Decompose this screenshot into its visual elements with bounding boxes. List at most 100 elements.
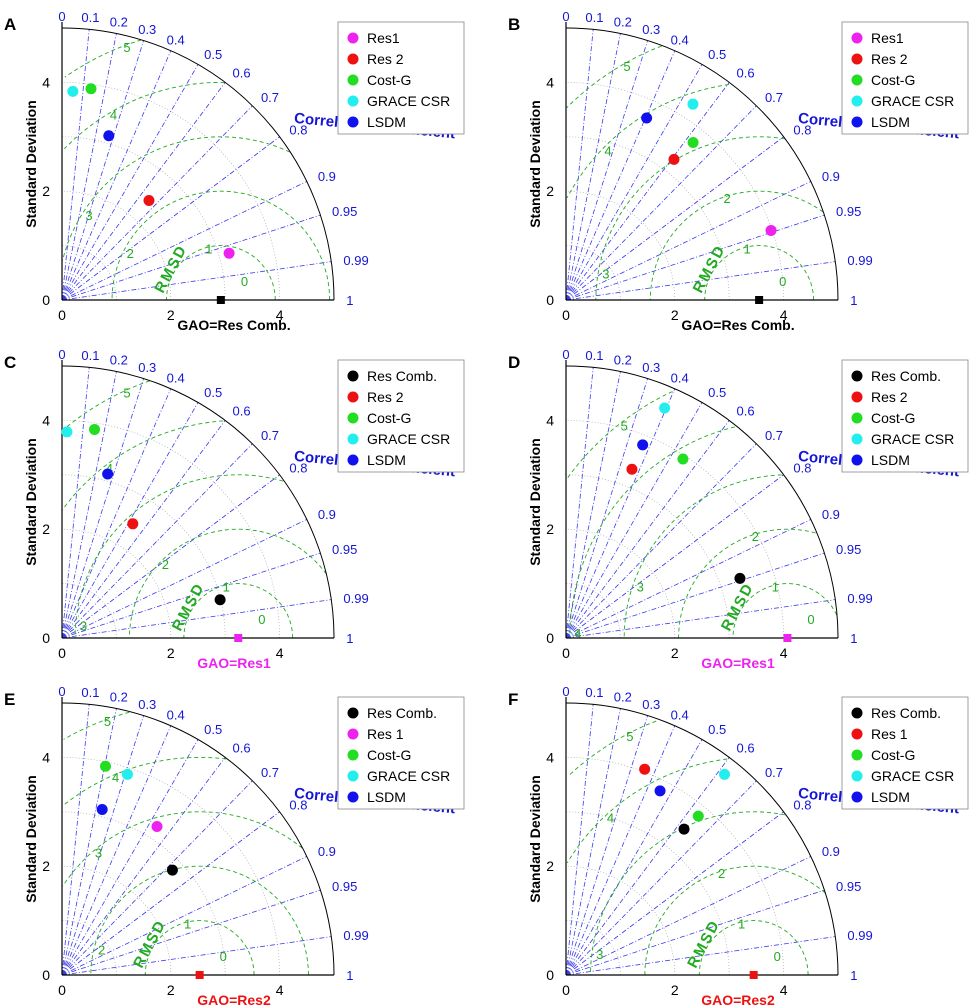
rmsd-zero-label: 0 [807,612,814,627]
rmsd-contour [590,811,785,975]
corr-tick-label: 0.2 [110,15,128,30]
y-tick-label: 2 [42,183,50,199]
legend-marker [851,433,863,445]
legend-label: LSDM [871,452,910,468]
y-tick-label: 0 [42,630,50,646]
corr-tick-label: 0.9 [318,169,336,184]
corr-tick-label: 0.1 [81,10,99,25]
rmsd-contour-label: 3 [95,846,102,861]
corr-grid-line [565,420,730,639]
data-point-3 [67,85,79,97]
corr-tick-label: 0.1 [585,10,603,25]
corr-tick-label: 0.3 [642,360,660,375]
legend-label: Cost-G [367,410,411,426]
legend-marker [347,433,359,445]
corr-tick-label: 0.3 [138,360,156,375]
rmsd-contour-label: 5 [626,729,633,744]
corr-tick-label: 0.99 [343,591,368,606]
panel-label: C [4,353,16,372]
std-grid-circle [61,528,172,639]
corr-tick-label: 0.99 [847,253,872,268]
panel-d: D 0 0.1 0.2 0.3 0.4 0.5 0.6 0.7 0.8 0.9 0.95 0.99 1 1 2… [508,347,969,671]
reference-marker [234,634,243,642]
x-tick-label: 4 [780,982,788,998]
corr-grid-line [61,367,90,639]
legend-label: LSDM [367,114,406,130]
x-tick-label: 0 [58,645,66,661]
corr-grid-line [61,704,90,976]
legend-marker [347,95,359,107]
corr-tick-label: 0 [562,347,569,362]
rmsd-contour [649,190,824,300]
rmsd-zero-label: 0 [774,949,781,964]
panel-label: D [508,353,520,372]
y-axis-label: Standard Deviation [23,775,39,903]
x-tick-label: 2 [671,982,679,998]
data-point-3 [61,426,73,438]
legend-label: Cost-G [871,747,915,763]
corr-tick-label: 0.6 [233,66,251,81]
corr-tick-label: 0.99 [343,928,368,943]
legend-label: Cost-G [871,410,915,426]
y-tick-label: 4 [42,412,50,428]
rmsd-contour-label: 5 [621,419,628,434]
std-grid-circle [565,190,676,301]
x-axis-label: GAO=Res2 [197,992,271,1006]
rmsd-contour-label: 3 [602,266,609,281]
data-point-3 [121,768,133,780]
data-point-4 [96,804,108,816]
y-tick-label: 2 [42,521,50,537]
rmsd-contour-label: 4 [607,810,614,825]
corr-tick-label: 0.3 [642,22,660,37]
rmsd-zero-label: 0 [779,274,786,289]
data-point-1 [127,518,139,530]
legend-marker [347,791,359,803]
corr-tick-label: 0.2 [614,15,632,30]
panel-label: E [4,690,15,709]
rmsd-contour-label: 4 [574,626,581,641]
corr-grid-line [565,367,594,639]
corr-tick-label: 0.9 [822,844,840,859]
rmsd-zero-label: 0 [258,612,265,627]
corr-tick-label: 0.7 [765,765,783,780]
corr-grid-line [61,715,144,976]
panel-f: F 0 0.1 0.2 0.3 0.4 0.5 0.6 0.7 0.8 0.9 0.95 0.99 1 1 2… [508,684,969,1006]
corr-grid-line [61,82,226,301]
legend-marker [851,74,863,86]
rmsd-contour [569,426,735,638]
corr-tick-label: 0.5 [204,722,222,737]
corr-grid-line [565,474,784,639]
std-grid-circle [565,757,784,976]
corr-tick-label: 0.95 [332,542,357,557]
rmsd-contour [61,420,224,511]
y-axis-label: Standard Deviation [527,438,543,566]
legend-marker [347,770,359,782]
corr-grid-line [565,378,648,639]
rmsd-contour-label: 2 [723,191,730,206]
rmsd-contour [567,391,673,479]
legend-marker [851,32,863,44]
y-axis-label: Standard Deviation [23,100,39,228]
legend-label: Res 1 [367,726,404,742]
rmsd-contour [732,583,838,638]
rmsd-zero-label: 0 [241,274,248,289]
reference-marker [216,296,225,304]
outer-arc [61,27,335,301]
corr-tick-label: 0 [58,347,65,362]
y-axis-label: Standard Deviation [527,775,543,903]
x-axis-label: GAO=Res1 [701,655,775,671]
rmsd-contour [74,474,284,638]
y-tick-label: 0 [546,967,554,983]
rmsd-contour [567,720,657,777]
legend-box [337,696,465,810]
rmsd-contour [62,756,227,807]
std-grid-circle [61,420,280,639]
legend-marker [851,454,863,466]
legend-label: Res 2 [367,51,404,67]
legend-label: GRACE CSR [871,768,954,784]
rmsd-contour [623,474,782,638]
data-point-4 [654,785,666,797]
x-axis-label: GAO=Res Comb. [681,317,794,333]
rmsd-contour [62,136,290,261]
rmsd-contour-label: 4 [106,461,113,476]
